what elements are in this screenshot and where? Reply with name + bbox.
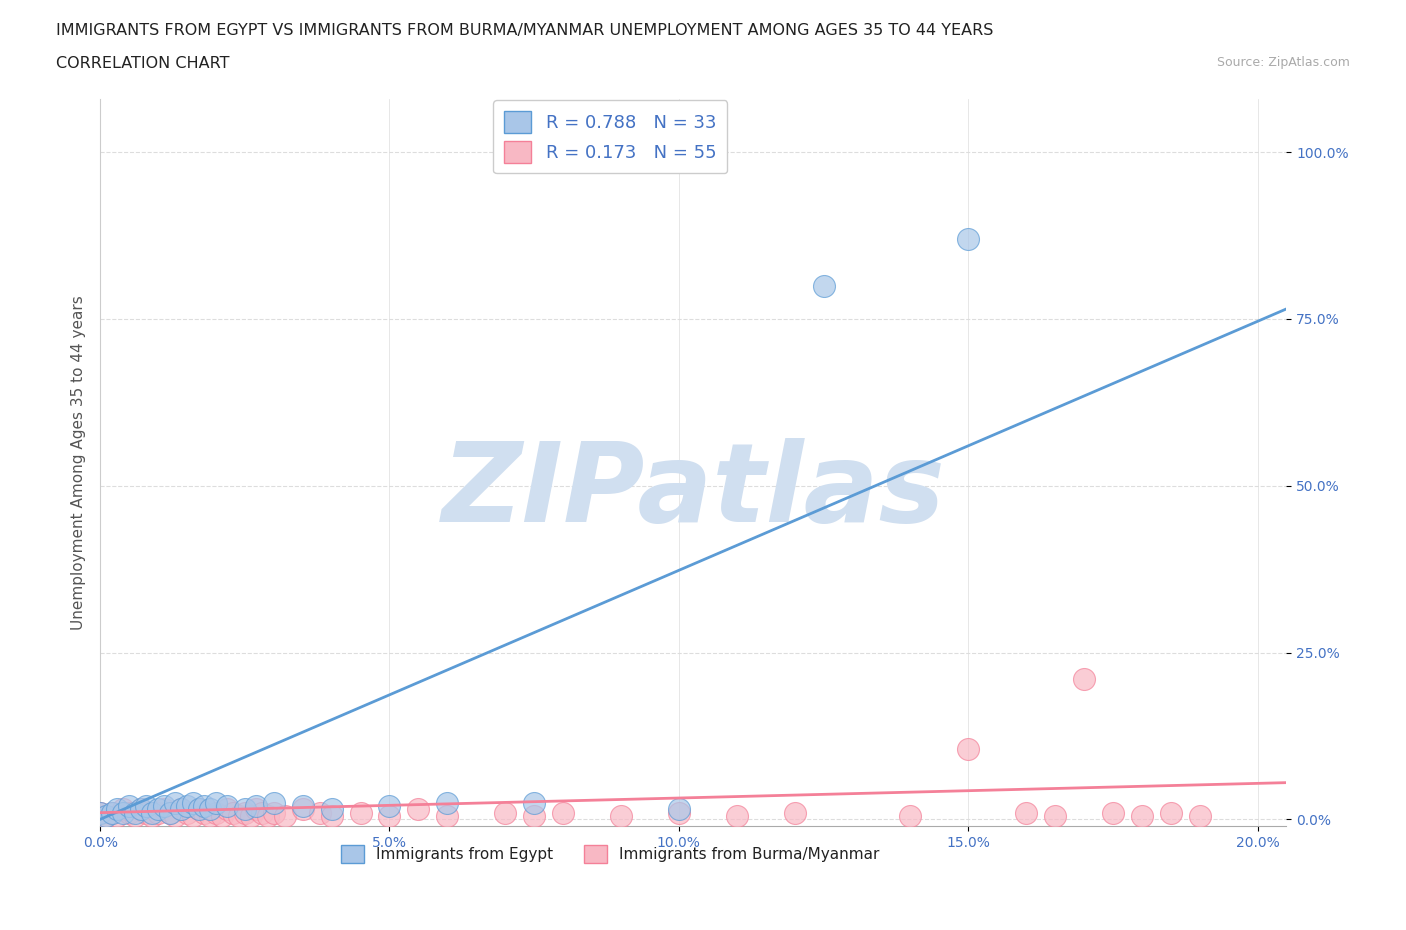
Point — [141, 805, 163, 820]
Point — [1160, 805, 1182, 820]
Point — [274, 808, 297, 823]
Point — [89, 805, 111, 820]
Point — [118, 799, 141, 814]
Point — [957, 742, 980, 757]
Point — [257, 808, 280, 823]
Text: ZIPatlas: ZIPatlas — [441, 438, 945, 545]
Point — [291, 802, 314, 817]
Point — [135, 805, 157, 820]
Point — [181, 795, 204, 810]
Point — [898, 808, 921, 823]
Point — [222, 805, 245, 820]
Text: CORRELATION CHART: CORRELATION CHART — [56, 56, 229, 71]
Point — [523, 808, 546, 823]
Point — [1188, 808, 1211, 823]
Point — [957, 232, 980, 246]
Point — [309, 805, 332, 820]
Point — [112, 805, 135, 820]
Point — [135, 799, 157, 814]
Point — [124, 805, 146, 820]
Point — [181, 808, 204, 823]
Point — [176, 805, 198, 820]
Point — [146, 802, 169, 817]
Point — [291, 799, 314, 814]
Point — [378, 799, 401, 814]
Point — [94, 808, 117, 823]
Point — [408, 802, 430, 817]
Point — [100, 805, 122, 820]
Point — [1130, 808, 1153, 823]
Point — [100, 805, 122, 820]
Point — [233, 805, 256, 820]
Point — [165, 808, 187, 823]
Point — [193, 805, 215, 820]
Point — [217, 799, 239, 814]
Point — [205, 805, 228, 820]
Point — [551, 805, 574, 820]
Point — [250, 805, 273, 820]
Point — [205, 795, 228, 810]
Point — [239, 808, 262, 823]
Point — [107, 808, 129, 823]
Point — [349, 805, 371, 820]
Point — [152, 802, 174, 817]
Point — [198, 808, 221, 823]
Point — [170, 802, 193, 817]
Point — [668, 802, 690, 817]
Point — [725, 808, 748, 823]
Point — [211, 808, 233, 823]
Point — [263, 805, 285, 820]
Point — [159, 805, 181, 820]
Point — [112, 802, 135, 817]
Point — [89, 805, 111, 820]
Point — [321, 802, 343, 817]
Point — [165, 795, 187, 810]
Point — [141, 808, 163, 823]
Point — [176, 799, 198, 814]
Point — [152, 799, 174, 814]
Point — [1073, 671, 1095, 686]
Point — [217, 802, 239, 817]
Point — [170, 802, 193, 817]
Point — [187, 802, 209, 817]
Point — [129, 802, 152, 817]
Point — [228, 808, 250, 823]
Text: IMMIGRANTS FROM EGYPT VS IMMIGRANTS FROM BURMA/MYANMAR UNEMPLOYMENT AMONG AGES 3: IMMIGRANTS FROM EGYPT VS IMMIGRANTS FROM… — [56, 23, 994, 38]
Point — [1102, 805, 1125, 820]
Point — [129, 802, 152, 817]
Point — [523, 795, 546, 810]
Point — [321, 808, 343, 823]
Point — [193, 799, 215, 814]
Point — [668, 805, 690, 820]
Point — [107, 802, 129, 817]
Text: Source: ZipAtlas.com: Source: ZipAtlas.com — [1216, 56, 1350, 69]
Point — [783, 805, 806, 820]
Point — [1043, 808, 1066, 823]
Point — [124, 808, 146, 823]
Point — [436, 795, 458, 810]
Point — [378, 808, 401, 823]
Legend: Immigrants from Egypt, Immigrants from Burma/Myanmar: Immigrants from Egypt, Immigrants from B… — [335, 839, 886, 870]
Point — [159, 805, 181, 820]
Point — [233, 802, 256, 817]
Point — [245, 799, 267, 814]
Point — [1015, 805, 1038, 820]
Point — [494, 805, 516, 820]
Point — [146, 805, 169, 820]
Point — [118, 805, 141, 820]
Point — [198, 802, 221, 817]
Point — [436, 808, 458, 823]
Point — [610, 808, 633, 823]
Y-axis label: Unemployment Among Ages 35 to 44 years: Unemployment Among Ages 35 to 44 years — [72, 295, 86, 630]
Point — [187, 802, 209, 817]
Point — [94, 808, 117, 823]
Point — [263, 795, 285, 810]
Point — [813, 278, 835, 293]
Point — [245, 802, 267, 817]
